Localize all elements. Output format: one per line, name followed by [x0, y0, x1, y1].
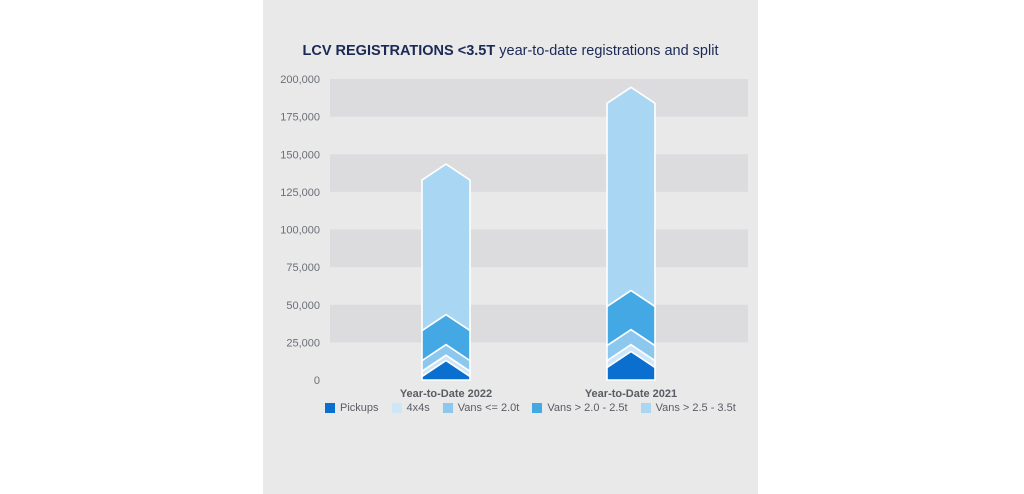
legend-swatch — [391, 403, 402, 413]
legend-item: Vans > 2.0 - 2.5t — [532, 402, 628, 414]
bar-segment — [421, 163, 471, 333]
y-tick-label: 75,000 — [286, 262, 320, 274]
legend-swatch — [532, 403, 543, 413]
legend-label: Vans > 2.0 - 2.5t — [547, 402, 628, 414]
y-tick-label: 175,000 — [280, 112, 320, 124]
x-category-label: Year-to-Date 2021 — [585, 388, 677, 400]
y-tick-label: 100,000 — [280, 225, 320, 237]
chart-title: LCV REGISTRATIONS <3.5T year-to-date reg… — [263, 43, 758, 59]
legend-swatch — [442, 403, 453, 413]
legend-swatch — [325, 403, 335, 413]
grid-band — [330, 154, 748, 192]
grid-band — [330, 79, 748, 117]
chart-title-rest: year-to-date registrations and split — [499, 43, 719, 59]
chart-legend: Pickups 4x4s Vans <= 2.0t Vans > 2.0 - 2.5t… — [325, 402, 749, 414]
chart-title-bold: LCV REGISTRATIONS <3.5T — [302, 43, 496, 59]
y-tick-label: 50,000 — [286, 300, 320, 312]
y-tick-label: 200,000 — [280, 74, 320, 86]
legend-label: 4x4s — [406, 402, 430, 414]
y-tick-label: 0 — [314, 375, 320, 387]
legend-label: Vans > 2.5 - 3.5t — [655, 402, 736, 414]
legend-item: 4x4s — [391, 402, 430, 414]
legend-item: Pickups — [325, 402, 379, 414]
legend-label: Vans <= 2.0t — [457, 402, 520, 414]
legend-label: Pickups — [340, 402, 379, 414]
legend-item: Vans > 2.5 - 3.5t — [640, 402, 736, 414]
grid-band — [330, 229, 748, 268]
y-tick-label: 25,000 — [286, 337, 320, 349]
y-tick-label: 150,000 — [280, 149, 320, 161]
legend-swatch — [640, 403, 651, 413]
x-category-label: Year-to-Date 2022 — [400, 388, 492, 400]
grid-band — [330, 304, 748, 343]
y-tick-label: 125,000 — [280, 187, 320, 199]
bar-segment — [606, 86, 656, 308]
legend-item: Vans <= 2.0t — [442, 402, 520, 414]
